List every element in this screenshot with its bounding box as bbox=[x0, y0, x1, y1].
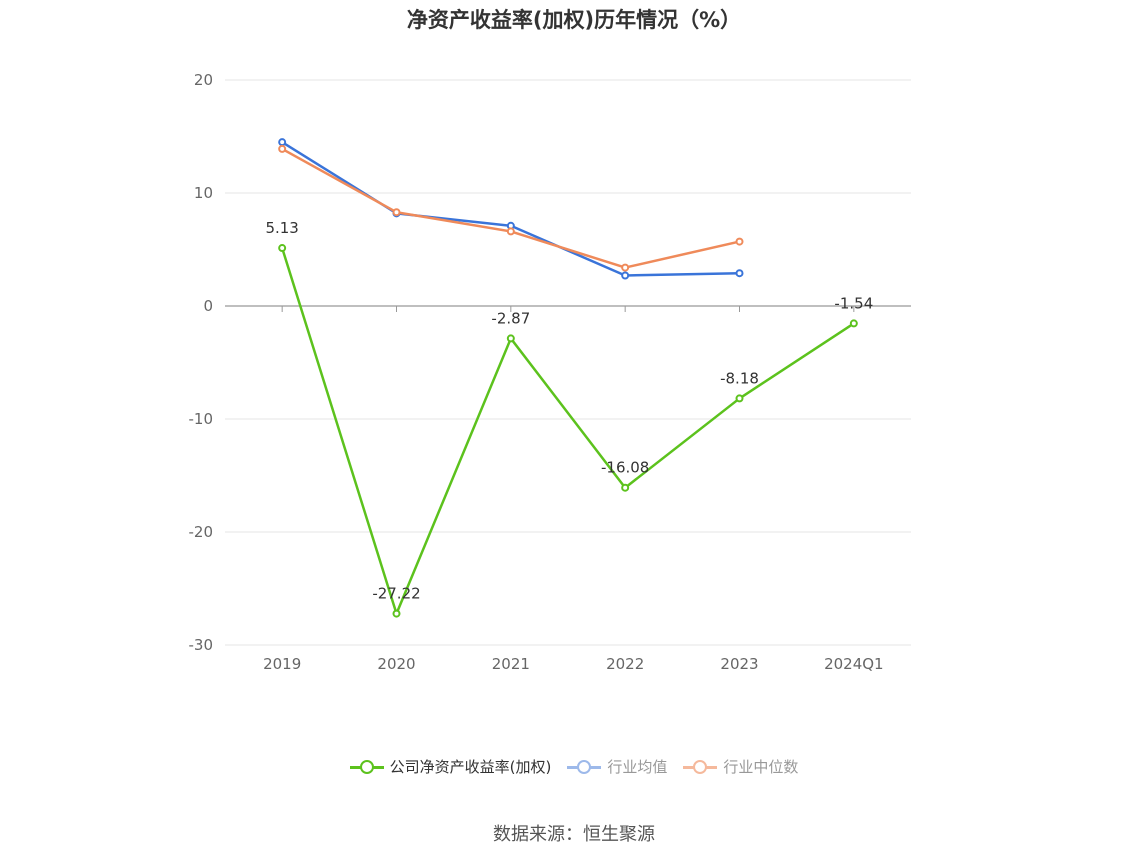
data-labels: 5.13 -27.22 -2.87 -16.08 -8.18 -1.54 bbox=[265, 219, 873, 603]
legend-label: 行业中位数 bbox=[723, 758, 799, 776]
data-point[interactable] bbox=[621, 483, 630, 492]
data-label: -27.22 bbox=[372, 585, 420, 603]
data-point[interactable] bbox=[392, 609, 401, 618]
legend-label: 公司净资产收益率(加权) bbox=[389, 758, 552, 776]
chart-title: 净资产收益率(加权)历年情况（%） bbox=[406, 8, 742, 32]
series-line bbox=[281, 141, 740, 277]
y-tick-label: 10 bbox=[194, 184, 213, 202]
legend-label: 行业均值 bbox=[607, 758, 668, 776]
data-point[interactable] bbox=[735, 237, 744, 246]
data-point[interactable] bbox=[278, 138, 287, 147]
data-point[interactable] bbox=[506, 227, 515, 236]
data-point[interactable] bbox=[278, 144, 287, 153]
data-point[interactable] bbox=[621, 263, 630, 272]
x-tick-label: 2024Q1 bbox=[824, 655, 884, 673]
series-line bbox=[281, 147, 740, 269]
x-tick-label: 2020 bbox=[377, 655, 415, 673]
axes: 20 10 0 -10 -20 -30 2019 2020 2021 2022 2023 2024Q1 bbox=[189, 71, 911, 673]
data-point[interactable] bbox=[849, 319, 858, 328]
legend-item[interactable]: 行业均值 bbox=[567, 756, 667, 777]
data-label: -2.87 bbox=[491, 309, 530, 327]
data-label: -16.08 bbox=[601, 459, 649, 477]
legend-line-marker-icon bbox=[349, 759, 384, 774]
y-tick-label: -20 bbox=[189, 523, 214, 541]
data-point[interactable] bbox=[506, 334, 515, 343]
x-tick-label: 2019 bbox=[263, 655, 301, 673]
series-lines bbox=[278, 138, 858, 618]
data-point[interactable] bbox=[735, 394, 744, 403]
data-point[interactable] bbox=[621, 271, 630, 280]
legend-line-marker-icon bbox=[683, 759, 718, 774]
data-label: -1.54 bbox=[834, 294, 873, 312]
data-label: -8.18 bbox=[720, 369, 759, 387]
line-chart: 20 10 0 -10 -20 -30 2019 2020 2021 2022 2023 2024Q1… bbox=[189, 71, 911, 673]
legend-item[interactable]: 公司净资产收益率(加权) bbox=[349, 756, 552, 777]
x-tick-label: 2022 bbox=[606, 655, 644, 673]
y-tick-label: -10 bbox=[189, 410, 214, 428]
x-tick-label: 2023 bbox=[720, 655, 758, 673]
y-tick-label: 20 bbox=[194, 71, 213, 89]
data-point[interactable] bbox=[278, 244, 287, 253]
data-label: 5.13 bbox=[265, 219, 298, 237]
data-point[interactable] bbox=[392, 208, 401, 217]
grid-lines bbox=[225, 79, 911, 646]
data-point[interactable] bbox=[735, 269, 744, 278]
x-tick-label: 2021 bbox=[492, 655, 530, 673]
y-tick-label: -30 bbox=[189, 636, 214, 654]
y-tick-label: 0 bbox=[203, 297, 213, 315]
legend-item[interactable]: 行业中位数 bbox=[683, 756, 798, 777]
series-line bbox=[280, 247, 855, 615]
source-note: 数据来源：恒生聚源 bbox=[493, 824, 655, 845]
legend-line-marker-icon bbox=[567, 759, 602, 774]
legend: 公司净资产收益率(加权) 行业均值 行业中位数 bbox=[0, 756, 1148, 777]
